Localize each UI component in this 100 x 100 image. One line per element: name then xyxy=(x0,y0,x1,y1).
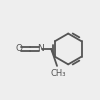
Text: CH₃: CH₃ xyxy=(50,69,66,78)
Text: O: O xyxy=(15,44,22,54)
Text: N: N xyxy=(37,44,44,53)
